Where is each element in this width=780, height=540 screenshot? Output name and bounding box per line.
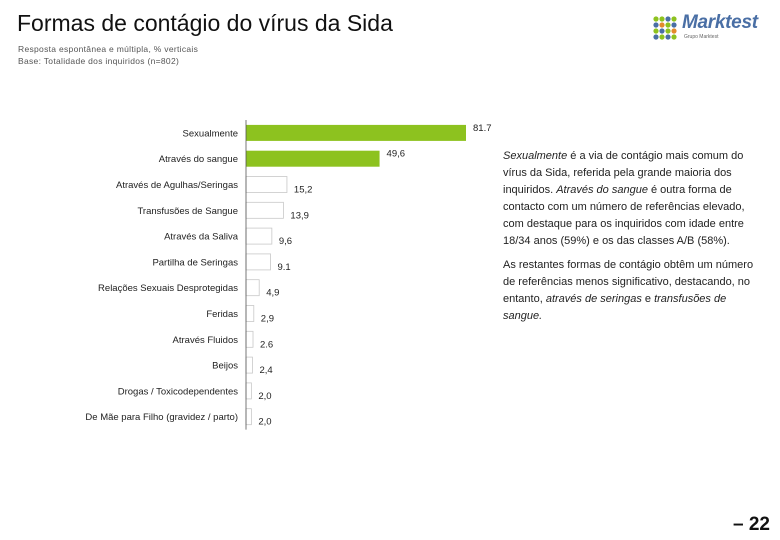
category-label: Partilha de Seringas: [152, 257, 238, 268]
bar: [245, 279, 260, 297]
bar: [245, 227, 273, 245]
subtitle-response-type: Resposta espontânea e múltipla, % vertic…: [18, 44, 199, 54]
bar: [245, 176, 288, 193]
category-label: Através de Agulhas/Seringas: [116, 180, 238, 191]
category-label: Drogas / Toxicodependentes: [118, 386, 238, 397]
bar-chart: Sexualmente 81.7 Através do sangue 49,6 Atra…: [85, 120, 492, 430]
bar: [245, 330, 254, 348]
bar: [245, 305, 255, 322]
category-label: Através do sangue: [159, 154, 238, 165]
commentary-paragraph-2: As restantes formas de contágio obtêm um…: [503, 257, 763, 325]
category-label: Feridas: [206, 309, 238, 320]
category-label: Sexualmente: [183, 128, 238, 139]
commentary-run: As restantes formas de contágio obtêm um…: [503, 259, 754, 305]
bar: [245, 201, 284, 219]
value-label: 9.1: [278, 262, 291, 273]
bar: [245, 253, 271, 271]
page-title: Formas de contágio do vírus da Sida: [17, 10, 393, 36]
value-label: 81.7: [473, 123, 492, 134]
commentary-run: Através do sangue: [556, 184, 648, 196]
value-label: 2,0: [258, 391, 271, 402]
value-label: 2,9: [261, 314, 274, 325]
marktest-logo: Marktest Grupo Marktest: [652, 12, 764, 42]
value-label: 2,0: [258, 417, 271, 428]
commentary-run: transfusões de sangue.: [503, 293, 727, 322]
page-number: – 22: [733, 514, 770, 535]
commentary-run: através de seringas: [545, 293, 642, 305]
subtitle-base: Base: Totalidade dos inquiridos (n=802): [18, 56, 180, 66]
bar: [245, 356, 253, 374]
commentary-run: é a via de contágio mais comum do vírus …: [503, 150, 744, 196]
commentary-run: e: [641, 293, 655, 305]
commentary-paragraph-1: Sexualmente é a via de contágio mais com…: [503, 148, 763, 250]
logo-tagline: Grupo Marktest: [684, 34, 719, 40]
bar: [245, 408, 252, 426]
category-label: De Mãe para Filho (gravidez / parto): [85, 412, 238, 423]
value-label: 9,6: [279, 236, 292, 247]
value-label: 2,4: [259, 365, 272, 376]
value-label: 13,9: [290, 210, 309, 221]
commentary-run: Sexualmente: [503, 150, 568, 162]
logo-wordmark: Marktest: [682, 12, 758, 33]
value-label: 49,6: [387, 149, 406, 160]
bar: [245, 382, 252, 400]
category-label: Transfusões de Sangue: [137, 206, 238, 217]
category-label: Através da Saliva: [164, 232, 239, 243]
value-label: 4,9: [266, 288, 279, 299]
value-label: 2.6: [260, 339, 273, 350]
commentary-run: é outra forma de contacto com um número …: [503, 184, 745, 247]
category-label: Relações Sexuais Desprotegidas: [98, 283, 238, 294]
bar: [246, 150, 380, 167]
category-label: Beijos: [212, 361, 238, 372]
logo-dots-icon: [653, 16, 677, 40]
commentary: Sexualmente é a via de contágio mais com…: [503, 148, 763, 332]
bar: [246, 124, 466, 141]
value-label: 15,2: [294, 185, 313, 196]
category-label: Através Fluidos: [173, 335, 239, 346]
